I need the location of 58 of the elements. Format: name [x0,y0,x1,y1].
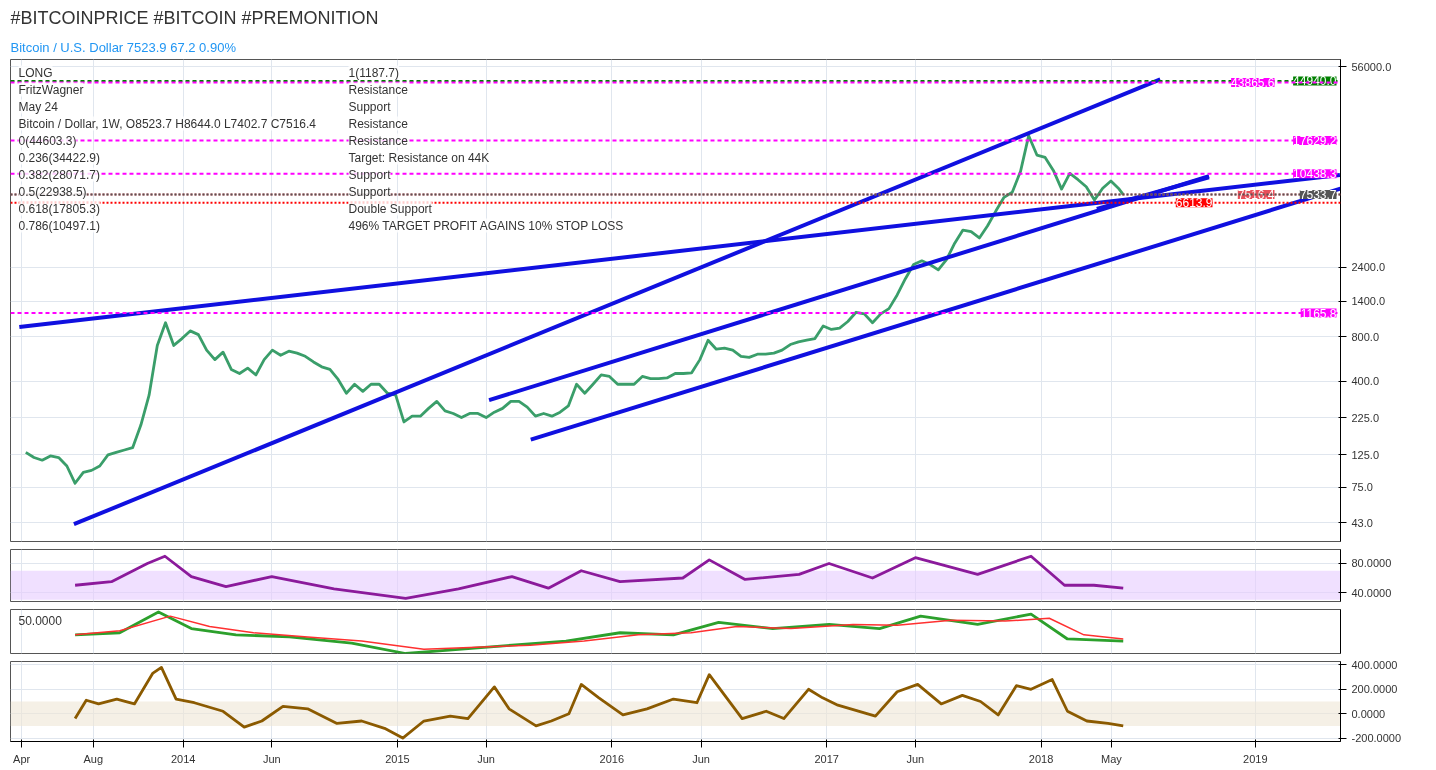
annotation: 496% TARGET PROFIT AGAINS 10% STOP LOSS [348,218,624,233]
y-tick-label: 40.0000 [1351,586,1392,599]
x-tick-label: 2014 [170,752,196,765]
ref-line-label: 6613.9 [1175,196,1213,211]
annotation: 50.0000 [18,613,63,628]
chart-subtitle: Bitcoin / U.S. Dollar 7523.9 67.2 0.90% [10,39,237,55]
y-tick-label: 400.0000 [1351,658,1398,671]
x-tick-label: May [1101,752,1123,765]
annotation: Double Support [348,201,433,216]
annotation: 0.5(22938.5) [18,184,87,199]
annotation: Support [348,167,392,182]
x-tick-label: Aug [83,752,104,765]
y-tick-label: 200.0000 [1351,683,1398,696]
y-tick-label: 80.0000 [1351,557,1392,570]
annotation: 1(1187.7) [348,65,399,80]
x-tick-label: 2016 [599,752,625,765]
annotation: 0.236(34422.9) [18,150,100,165]
y-tick-label: 800.0 [1351,330,1380,343]
x-tick-label: 2017 [814,752,839,765]
annotation: Target: Resistance on 44K [348,150,490,165]
annotation: Support [348,99,392,114]
annotation: Resistance [348,82,409,97]
annotation: 0.382(28071.7) [18,167,100,182]
annotation: Resistance [348,116,409,131]
y-tick-label: 75.0 [1351,481,1373,494]
y-tick-label: 225.0 [1351,411,1380,424]
y-tick-label: 125.0 [1351,448,1380,461]
y-tick-label: -200.0000 [1351,732,1402,745]
x-tick-label: Jun [262,752,281,765]
annotation: Bitcoin / Dollar, 1W, O8523.7 H8644.0 L7402.7 C7516.4 [18,116,317,131]
x-tick-label: 2019 [1243,752,1268,765]
ref-line-label: 17629.2 [1293,133,1337,148]
ref-line-label: 1165.8 [1300,306,1337,321]
ref-line-label: 7533.7 [1299,187,1337,202]
annotation: LONG [18,65,53,80]
annotation: Support [348,184,392,199]
y-tick-label: 56000.0 [1351,60,1392,73]
x-tick-label: Jun [477,752,496,765]
y-tick-label: 400.0 [1351,375,1380,387]
chart-title: #BITCOINPRICE #BITCOIN #PREMONITION [10,7,379,28]
annotation: FritzWagner [18,82,84,97]
y-tick-label: 43.0 [1351,516,1373,529]
y-tick-label: 1400.0 [1351,295,1386,308]
annotation: May 24 [18,99,59,114]
ref-line-label: 43865.6 [1231,76,1275,90]
annotation: 0(44603.3) [18,133,77,148]
y-tick-label: 0.0000 [1351,707,1386,720]
x-tick-label: Apr [13,752,31,765]
annotation: 0.786(10497.1) [18,218,100,233]
annotation: 0.618(17805.3) [18,201,100,216]
x-tick-label: 2015 [385,752,410,765]
x-tick-label: 2018 [1028,752,1054,765]
annotation: Resistance [348,133,409,148]
x-tick-label: Jun [692,752,710,765]
x-tick-label: Jun [906,752,925,765]
ref-line-label: 10438.3 [1293,167,1337,182]
y-tick-label: 2400.0 [1351,261,1386,274]
ref-line-label: 7516.4 [1237,188,1275,203]
